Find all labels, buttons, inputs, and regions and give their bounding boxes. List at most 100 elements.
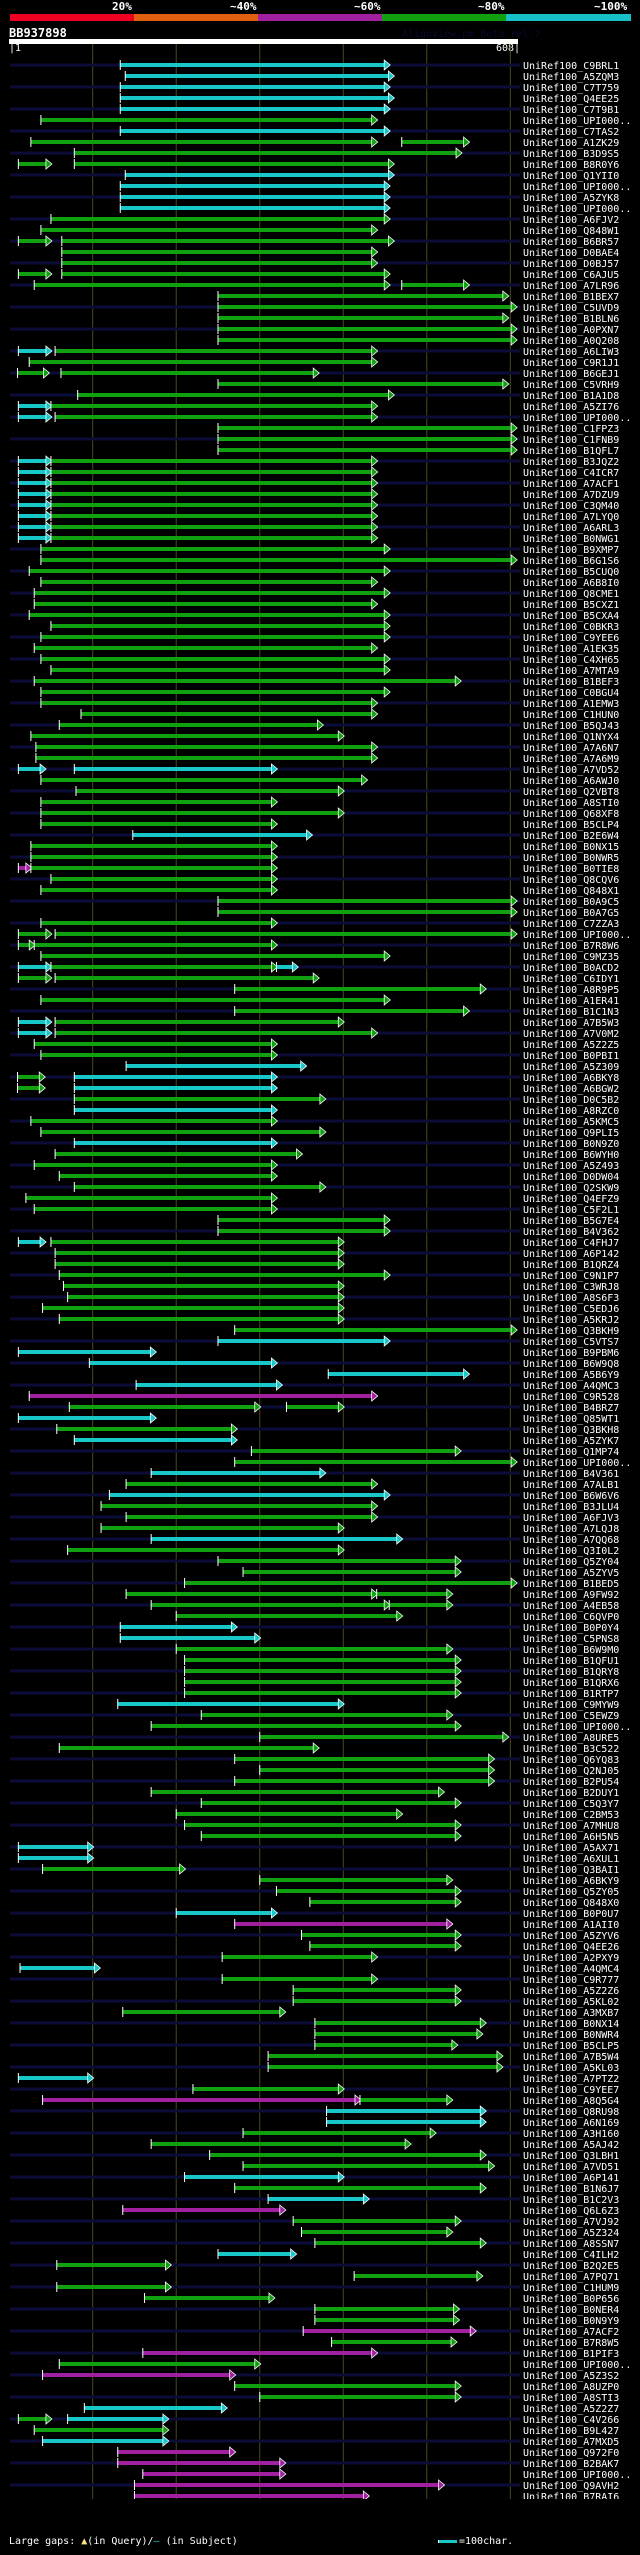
hit-label[interactable]: UniRef100_C6AJU5	[523, 270, 619, 281]
hit-row[interactable]: UniRef100_C9YEE7	[10, 2083, 619, 2096]
hit-label[interactable]: UniRef100_A5Z2Z6	[523, 1986, 619, 1997]
hit-row[interactable]: UniRef100_Q1MP74	[10, 1445, 619, 1458]
hit-label[interactable]: UniRef100_A7MXD5	[523, 2437, 619, 2448]
hit-row[interactable]: UniRef100_A7VD51	[242, 2160, 619, 2173]
hit-label[interactable]: UniRef100_B5G7E4	[523, 1216, 619, 1227]
hit-label[interactable]: UniRef100_B0A9C5	[523, 897, 619, 908]
hit-row[interactable]: UniRef100_C9R528	[28, 1390, 619, 1403]
hit-row[interactable]: UniRef100_Q9PLI5	[40, 1126, 619, 1139]
hit-label[interactable]: UniRef100_C1FPZ3	[523, 424, 619, 435]
hit-label[interactable]: UniRef100_B1PIF3	[523, 2349, 619, 2360]
hit-label[interactable]: UniRef100_Q2VBT8	[523, 787, 619, 798]
hit-label[interactable]: UniRef100_A7B5W4	[523, 2052, 619, 2063]
hit-row[interactable]: UniRef100_UPI000..	[40, 114, 631, 127]
hit-label[interactable]: UniRef100_A1ER41	[523, 996, 619, 1007]
hit-row[interactable]: UniRef100_Q85WT1	[17, 1412, 619, 1425]
hit-row[interactable]: UniRef100_B3JQZ2	[10, 455, 619, 468]
hit-label[interactable]: UniRef100_A6N169	[523, 2118, 619, 2129]
hit-row[interactable]: UniRef100_A8SSN7	[10, 2237, 619, 2250]
hit-row[interactable]: UniRef100_A8UZP0	[234, 2380, 620, 2393]
hit-row[interactable]: UniRef100_UPI000..	[58, 2358, 631, 2371]
hit-label[interactable]: UniRef100_UPI000..	[523, 1722, 631, 1733]
hit-label[interactable]: UniRef100_C7TAS2	[523, 127, 619, 138]
hit-label[interactable]: UniRef100_C9MZ35	[523, 952, 619, 963]
hit-row[interactable]: UniRef100_B5QJ43	[10, 719, 619, 732]
hit-row[interactable]: UniRef100_C3WRJ8	[62, 1280, 619, 1293]
hit-row[interactable]: UniRef100_C9R1J1	[28, 356, 619, 369]
hit-row[interactable]: UniRef100_A1ER41	[40, 994, 619, 1007]
hit-row[interactable]: UniRef100_A5ZYV6	[10, 1929, 619, 1942]
hit-row[interactable]: UniRef100_A5AX71	[10, 1841, 619, 1854]
hit-label[interactable]: UniRef100_C5VRH9	[523, 380, 619, 391]
hit-row[interactable]: UniRef100_B0A9C5	[10, 895, 619, 908]
hit-row[interactable]: UniRef100_A4EB58	[10, 1599, 619, 1612]
hit-label[interactable]: UniRef100_C5PNS8	[523, 1634, 619, 1645]
hit-label[interactable]: UniRef100_Q848W1	[523, 226, 619, 237]
hit-label[interactable]: UniRef100_B0P0Y4	[523, 1623, 619, 1634]
hit-row[interactable]: UniRef100_A4QMC3	[10, 1379, 619, 1392]
hit-row[interactable]: UniRef100_B5CXZ1	[33, 598, 619, 611]
hit-row[interactable]: UniRef100_A7ACF2	[10, 2325, 619, 2338]
hit-row[interactable]: UniRef100_Q6L6Z3	[122, 2204, 620, 2217]
hit-label[interactable]: UniRef100_A7ACF1	[523, 479, 619, 490]
hit-label[interactable]: UniRef100_B1BLN6	[523, 314, 619, 325]
hit-label[interactable]: UniRef100_UPI000..	[523, 1458, 631, 1469]
hit-label[interactable]: UniRef100_A1EK35	[523, 644, 619, 655]
hit-row[interactable]: UniRef100_B0P656	[143, 2292, 619, 2305]
hit-label[interactable]: UniRef100_A7MHU8	[523, 1821, 619, 1832]
hit-row[interactable]: UniRef100_Q2VBT8	[10, 785, 619, 798]
hit-label[interactable]: UniRef100_A6FJV2	[523, 215, 619, 226]
hit-label[interactable]: UniRef100_Q848X1	[523, 886, 619, 897]
hit-row[interactable]: UniRef100_A6P142	[10, 1247, 619, 1260]
hit-row[interactable]: UniRef100_B7R8W6	[10, 939, 619, 952]
hit-label[interactable]: UniRef100_C5Q3Y7	[523, 1799, 619, 1810]
hit-row[interactable]: UniRef100_Q848W1	[40, 224, 619, 237]
hit-row[interactable]: UniRef100_B0NX15	[30, 840, 619, 853]
hit-label[interactable]: UniRef100_A7LR96	[523, 281, 619, 292]
hit-row[interactable]: UniRef100_A5Z2Z7	[83, 2402, 619, 2415]
hit-label[interactable]: UniRef100_D0DW04	[523, 1172, 619, 1183]
hit-label[interactable]: UniRef100_A7ACF2	[523, 2327, 619, 2338]
hit-row[interactable]: UniRef100_C5EDJ6	[42, 1302, 620, 1315]
hit-label[interactable]: UniRef100_Q6L6Z3	[523, 2206, 619, 2217]
hit-row[interactable]: UniRef100_UPI000..	[119, 202, 631, 215]
hit-row[interactable]: UniRef100_A8STI0	[40, 796, 619, 809]
hit-row[interactable]: UniRef100_Q3BKH9	[234, 1324, 620, 1337]
hit-label[interactable]: UniRef100_B0PBI1	[523, 1051, 619, 1062]
hit-label[interactable]: UniRef100_A3H160	[523, 2129, 619, 2140]
hit-row[interactable]: UniRef100_C9N1P7	[10, 1269, 619, 1282]
hit-row[interactable]: UniRef100_B1QRZ4	[54, 1258, 619, 1271]
hit-row[interactable]: UniRef100_A7B5W4	[267, 2050, 619, 2063]
hit-row[interactable]: UniRef100_A5AJ42	[150, 2138, 619, 2151]
hit-row[interactable]: UniRef100_A5KL02	[10, 1995, 619, 2008]
hit-label[interactable]: UniRef100_A7VJ92	[523, 2217, 619, 2228]
hit-label[interactable]: UniRef100_D0BAE4	[523, 248, 619, 259]
hit-row[interactable]: UniRef100_A5ZQM3	[124, 70, 619, 83]
hit-label[interactable]: UniRef100_Q972F0	[523, 2448, 619, 2459]
hit-label[interactable]: UniRef100_A6ARL3	[523, 523, 619, 534]
hit-label[interactable]: UniRef100_D0C5B2	[523, 1095, 619, 1106]
hit-row[interactable]: UniRef100_C5PNS8	[119, 1632, 619, 1645]
hit-label[interactable]: UniRef100_B0NWG1	[523, 534, 619, 545]
hit-row[interactable]: UniRef100_B1RTP7	[10, 1687, 619, 1700]
hit-label[interactable]: UniRef100_A6H5N5	[523, 1832, 619, 1843]
hit-row[interactable]: UniRef100_A6N169	[326, 2116, 620, 2129]
hit-label[interactable]: UniRef100_B2DUY1	[523, 1788, 619, 1799]
hit-row[interactable]: UniRef100_B1QRX6	[184, 1676, 620, 1689]
hit-row[interactable]: UniRef100_C6AJU5	[17, 268, 619, 281]
hit-row[interactable]: UniRef100_Q3I0L2	[67, 1544, 620, 1557]
hit-label[interactable]: UniRef100_Q848X0	[523, 1898, 619, 1909]
hit-label[interactable]: UniRef100_A7QQ68	[523, 1535, 619, 1546]
hit-row[interactable]: UniRef100_D0BJ57	[10, 257, 619, 270]
hit-label[interactable]: UniRef100_Q68XF8	[523, 809, 619, 820]
hit-label[interactable]: UniRef100_B2BAK7	[523, 2459, 619, 2470]
hit-label[interactable]: UniRef100_Q9AVH2	[523, 2481, 619, 2492]
hit-row[interactable]: UniRef100_B0TIE8	[17, 862, 619, 875]
hit-label[interactable]: UniRef100_A5KL02	[523, 1997, 619, 2008]
hit-label[interactable]: UniRef100_C4V266	[523, 2415, 619, 2426]
hit-row[interactable]: UniRef100_C6QVP0	[175, 1610, 619, 1623]
hit-row[interactable]: UniRef100_B0NWG1	[17, 532, 619, 545]
hit-row[interactable]: UniRef100_B2DUY1	[150, 1786, 619, 1799]
hit-row[interactable]: UniRef100_D0DW04	[58, 1170, 619, 1183]
hit-label[interactable]: UniRef100_B4BRZ7	[523, 1403, 619, 1414]
